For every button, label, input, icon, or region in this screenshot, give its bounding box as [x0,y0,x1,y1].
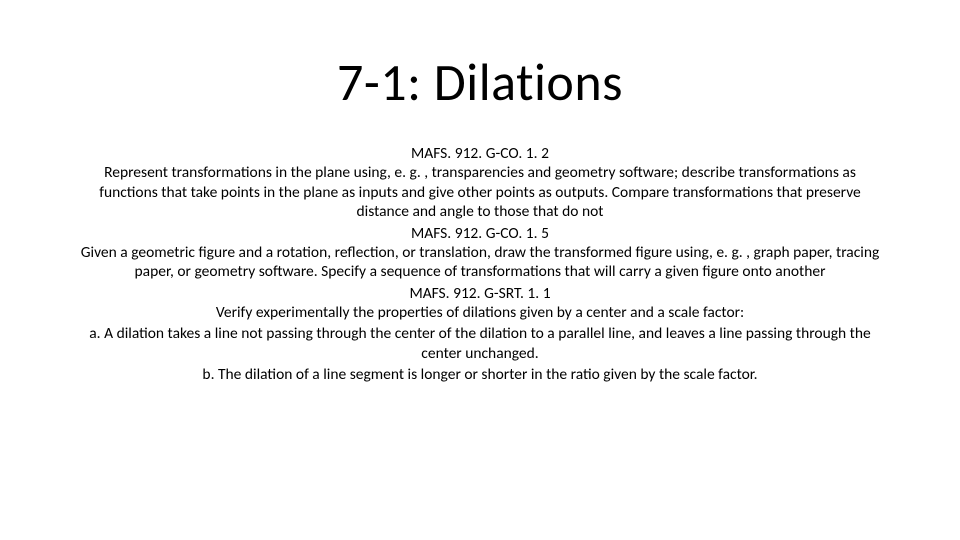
standard-code-3: MAFS. 912. G-SRT. 1. 1 [80,284,880,303]
slide: 7-1: Dilations MAFS. 912. G-CO. 1. 2 Rep… [0,0,960,540]
standard-sub-a: a. A dilation takes a line not passing t… [80,324,880,363]
slide-title: 7-1: Dilations [337,50,623,114]
standard-text-1: Represent transformations in the plane u… [80,163,880,221]
standard-text-3: Verify experimentally the properties of … [80,303,880,322]
standard-sub-b: b. The dilation of a line segment is lon… [80,365,880,384]
standard-text-2: Given a geometric figure and a rotation,… [80,243,880,282]
standard-code-2: MAFS. 912. G-CO. 1. 5 [80,224,880,243]
slide-body: MAFS. 912. G-CO. 1. 2 Represent transfor… [80,142,880,387]
standard-code-1: MAFS. 912. G-CO. 1. 2 [80,144,880,163]
